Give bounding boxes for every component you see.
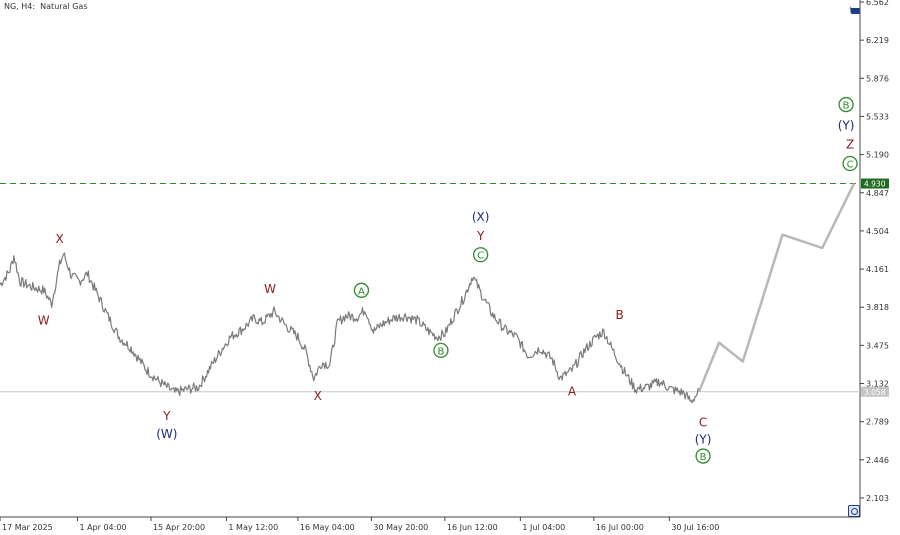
target-level-label: 4.930 xyxy=(864,180,886,189)
wave-label-text: (W) xyxy=(156,427,177,441)
current-price-badge xyxy=(861,386,889,397)
wave-label: C xyxy=(699,416,707,430)
wave-label-text: A xyxy=(358,286,365,297)
wave-label: (X) xyxy=(472,210,490,224)
y-tick-label: 2.446 xyxy=(866,456,889,465)
wave-label: B xyxy=(433,342,449,359)
wave-label-circle xyxy=(838,96,854,113)
wave-label-text: Y xyxy=(162,409,171,423)
wave-label-text: A xyxy=(568,385,577,399)
wave-label-text: (Y) xyxy=(695,432,712,446)
symbol-label: NG, H4: xyxy=(4,2,36,11)
wave-label: W xyxy=(38,313,50,327)
wave-label: A xyxy=(568,385,577,399)
x-tick-label: 16 May 04:00 xyxy=(300,523,355,532)
wave-label: X xyxy=(55,232,63,246)
instrument-name: Natural Gas xyxy=(40,2,88,11)
x-tick-label: 1 Jul 04:00 xyxy=(522,523,565,532)
x-tick-label: 16 Jun 12:00 xyxy=(447,523,498,532)
wave-label: A xyxy=(353,282,370,298)
target-level-badge xyxy=(861,178,889,189)
wave-label-text: X xyxy=(55,232,63,246)
wave-label: Y xyxy=(476,229,485,243)
wave-label: Y xyxy=(162,409,171,423)
wave-label-circle xyxy=(695,448,711,464)
wave-label-text: B xyxy=(437,346,444,357)
x-tick-label: 16 Jul 00:00 xyxy=(596,523,644,532)
wave-label: B xyxy=(838,96,854,113)
y-tick-label: 5.190 xyxy=(866,151,889,160)
wave-label: (W) xyxy=(156,427,177,441)
wave-label: (Y) xyxy=(838,119,855,133)
y-tick-label: 4.504 xyxy=(866,227,889,236)
price-series xyxy=(0,252,700,404)
wave-label-text: (X) xyxy=(472,210,490,224)
wave-label-text: (Y) xyxy=(838,119,855,133)
y-tick-label: 2.103 xyxy=(866,494,889,503)
wave-label: C xyxy=(472,247,489,263)
y-tick-label: 5.533 xyxy=(866,112,889,121)
wave-label-circle xyxy=(472,247,489,263)
wave-label-text: Y xyxy=(476,229,485,243)
projection-path xyxy=(697,182,856,392)
wave-label: W xyxy=(264,282,276,296)
wave-label-text: Z xyxy=(846,138,854,152)
wave-label-circle xyxy=(353,282,370,298)
y-tick-label: 3.475 xyxy=(866,341,889,350)
y-tick-label: 6.562 xyxy=(866,0,889,7)
graduation-cap-icon[interactable] xyxy=(851,8,860,14)
y-tick-label: 3.818 xyxy=(866,303,889,312)
wave-label: B xyxy=(695,448,711,464)
wave-label-text: W xyxy=(264,282,276,296)
y-tick-label: 6.219 xyxy=(866,36,889,45)
wave-label-text: C xyxy=(699,416,707,430)
chart-header: NG, H4: Natural Gas xyxy=(4,2,88,11)
wave-label: C xyxy=(842,155,858,172)
wave-label-circle xyxy=(842,155,858,172)
wave-label: (Y) xyxy=(695,432,712,446)
wave-label-circle xyxy=(433,342,449,359)
wave-label-text: X xyxy=(314,389,322,403)
x-tick-label: 1 Apr 04:00 xyxy=(79,523,126,532)
y-tick-label: 4.847 xyxy=(866,189,889,198)
y-tick-label: 2.789 xyxy=(866,418,889,427)
wave-label: B xyxy=(616,308,624,322)
wave-label-text: C xyxy=(477,251,484,262)
wave-label-text: W xyxy=(38,313,50,327)
current-price-label: 3.058 xyxy=(864,388,886,397)
wave-label-text: C xyxy=(847,160,854,171)
wave-label-text: B xyxy=(700,452,707,463)
x-tick-label: 17 Mar 2025 xyxy=(2,523,53,532)
y-tick-label: 3.132 xyxy=(866,380,889,389)
y-tick-label: 5.876 xyxy=(866,74,889,83)
wave-label: X xyxy=(314,389,322,403)
wave-label-text: B xyxy=(616,308,624,322)
x-tick-label: 15 Apr 20:00 xyxy=(153,523,205,532)
y-tick-label: 4.161 xyxy=(866,265,889,274)
wave-label-text: B xyxy=(843,101,850,112)
wave-label: Z xyxy=(846,138,854,152)
x-tick-label: 30 May 20:00 xyxy=(373,523,428,532)
x-tick-label: 1 May 12:00 xyxy=(228,523,278,532)
x-tick-label: 30 Jul 16:00 xyxy=(671,523,719,532)
